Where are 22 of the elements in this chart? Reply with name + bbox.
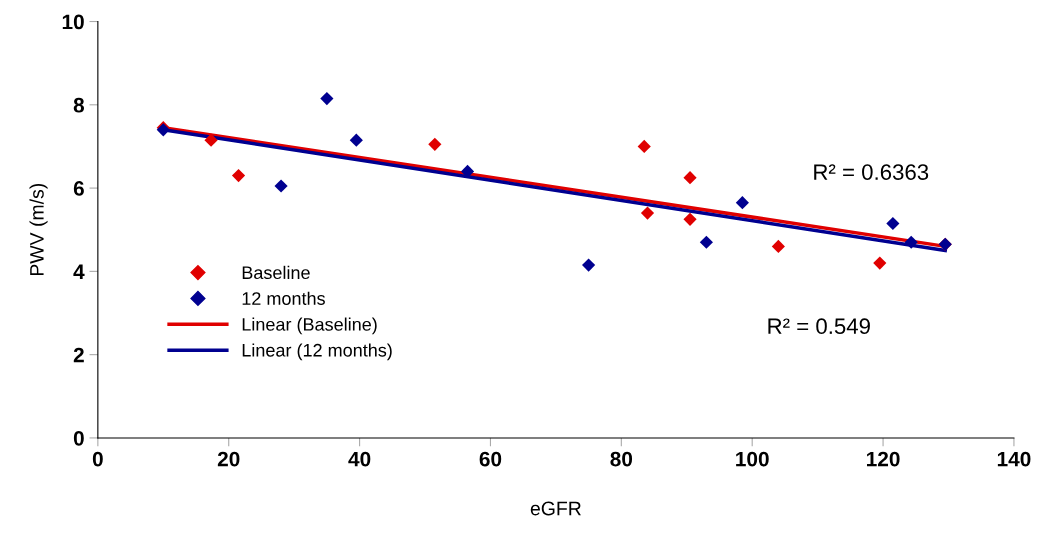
x-tick-label: 80 <box>610 451 633 467</box>
y-tick-label: 6 <box>73 181 84 196</box>
y-tick-label: 2 <box>73 347 84 363</box>
annotation: R² = 0.549 <box>768 318 870 335</box>
x-tick-label: 100 <box>736 451 769 467</box>
x-tick-label: 0 <box>92 451 103 467</box>
y-tick-label: 8 <box>73 97 85 113</box>
legend-label: Baseline <box>242 265 310 280</box>
y-tick-label: 10 <box>62 14 84 30</box>
x-axis-title: eGFR <box>530 501 581 516</box>
x-tick-label: 120 <box>867 451 900 467</box>
x-tick-label: 60 <box>479 451 502 467</box>
x-tick-label: 140 <box>997 451 1031 467</box>
x-tick-label: 20 <box>217 451 240 467</box>
annotation: R² = 0.6363 <box>814 164 929 180</box>
x-tick-label: 40 <box>348 451 371 467</box>
y-tick-label: 0 <box>73 430 84 446</box>
legend-label: Linear (Baseline) <box>242 317 377 335</box>
legend-label: 12 months <box>242 291 325 305</box>
y-axis-title: PWV (m/s) <box>29 183 48 276</box>
y-tick-label: 4 <box>73 264 85 279</box>
legend-label: Linear (12 months) <box>242 343 392 361</box>
